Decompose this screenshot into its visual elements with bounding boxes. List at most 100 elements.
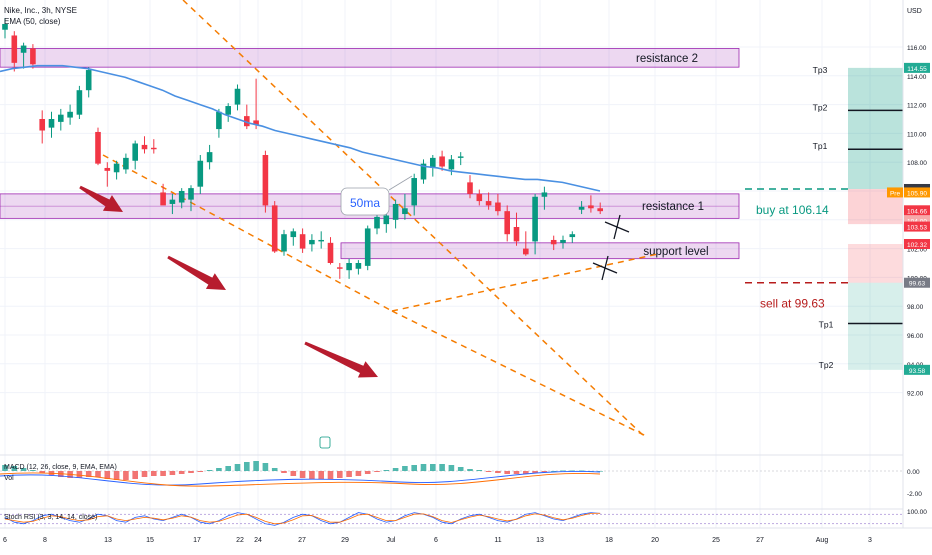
candle-body — [67, 111, 73, 118]
macd-histogram-bar — [85, 471, 92, 477]
macd-histogram-bar — [20, 468, 27, 471]
candle-body — [206, 152, 213, 163]
candle-body — [392, 203, 399, 220]
price-badge — [904, 277, 930, 288]
y-tick-label: 116.00 — [907, 45, 927, 52]
macd-histogram-bar — [411, 465, 417, 471]
x-tick-label: 13 — [536, 537, 544, 544]
macd-histogram-bar — [532, 471, 538, 473]
macd-histogram-bar — [392, 468, 399, 471]
indicator-panes: 0.00 -2.00 100.00 — [0, 436, 927, 526]
macd-histogram-bar — [225, 466, 231, 471]
candle-body — [20, 45, 27, 53]
candle-body — [132, 143, 138, 161]
macd-histogram-bar — [299, 471, 306, 478]
macd-histogram-bar — [485, 471, 492, 472]
price-badge — [904, 364, 930, 375]
price-badge — [904, 187, 930, 198]
price-badge — [887, 187, 903, 198]
x-tick-label: 27 — [298, 537, 306, 544]
resistance-1-label: resistance 1 — [642, 201, 704, 213]
candle-body — [113, 163, 120, 173]
macd-histogram-bar — [95, 471, 101, 477]
y-tick-label: 112.00 — [907, 103, 927, 110]
x-tick-label: 29 — [341, 537, 349, 544]
y-tick-label: 98.00 — [907, 304, 924, 311]
y-tick-label: 108.00 — [907, 160, 927, 167]
macd-histogram-bar — [430, 464, 436, 471]
short-target-zone — [848, 282, 903, 370]
resistance-2-label: resistance 2 — [636, 53, 698, 65]
candle-body — [253, 120, 259, 125]
candle-body — [420, 163, 427, 180]
y-tick-label: 102.00 — [907, 247, 927, 254]
x-tick-label: Aug — [816, 537, 829, 544]
candle-body — [550, 239, 557, 245]
candle-body — [178, 191, 185, 203]
ema-50-line — [0, 64, 601, 192]
volume-legend-label: Vol — [4, 475, 14, 482]
candle-body — [234, 88, 241, 105]
price-badge-label: 104.66 — [907, 208, 927, 215]
x-tick-label: 18 — [605, 537, 613, 544]
x-tick-label: 3 — [868, 537, 872, 544]
grid-lines — [0, 0, 903, 528]
x-tick-label: 6 — [434, 537, 438, 544]
candle-body — [151, 147, 157, 150]
macd-histogram-bar — [290, 471, 297, 476]
candle-body — [39, 119, 45, 131]
macd-histogram-bar — [495, 471, 501, 473]
breakout-cross-mark — [613, 214, 621, 240]
macd-legend-label: MACD (12, 26, close, 9, EMA, EMA) — [4, 464, 117, 471]
trade-setup: buy at 106.14 sell at 99.63 Tp3 Tp2 Tp1 Tp1 Tp… — [745, 65, 903, 370]
macd-histogram-bar — [253, 461, 259, 471]
macd-histogram-bar — [244, 462, 250, 471]
macd-histogram-bar — [113, 471, 120, 480]
breakdown-cross-mark — [601, 255, 609, 281]
candle-body — [337, 267, 343, 269]
candle-body — [523, 248, 529, 255]
candle-body — [169, 199, 176, 204]
candle-body — [262, 155, 269, 206]
x-tick-label: 11 — [494, 537, 501, 544]
macd-histogram-bar — [457, 467, 464, 471]
long-target-label: Tp1 — [813, 141, 828, 151]
price-badge — [904, 205, 930, 216]
macd-histogram-bar — [132, 471, 138, 479]
macd-histogram-bar — [346, 471, 352, 477]
sell-level-label: sell at 99.63 — [760, 297, 825, 311]
candle-body — [578, 206, 585, 210]
candle-body — [244, 116, 250, 127]
candle-body — [281, 234, 287, 252]
macd-histogram-bar — [550, 471, 557, 472]
candle-body — [104, 167, 111, 171]
macd-histogram-bar — [30, 470, 36, 471]
macd-histogram-bar — [337, 471, 343, 478]
triangle-support-line — [391, 253, 659, 312]
price-badge — [904, 238, 930, 249]
macd-histogram-bar — [2, 465, 8, 471]
trend-channel — [102, 0, 659, 438]
short-target-label: Tp1 — [819, 319, 834, 329]
macd-histogram-bar — [197, 471, 204, 472]
x-tick-label: 22 — [236, 537, 244, 544]
macd-histogram-bar — [383, 470, 390, 471]
macd-histogram-bar — [216, 468, 222, 471]
candle-body — [467, 182, 473, 194]
macd-histogram-bar — [402, 466, 408, 471]
price-badge-label: 99.63 — [909, 281, 926, 288]
macd-tick-label: 0.00 — [907, 469, 920, 476]
candle-body — [188, 188, 194, 200]
resistance-2-zone — [0, 48, 740, 68]
macd-histogram-bar — [523, 471, 529, 474]
y-tick-label: 96.00 — [907, 333, 924, 340]
candle-body — [588, 205, 594, 209]
ema-line: 50ma — [0, 64, 630, 281]
symbol-label: Nike, Inc., 3h, NYSE — [4, 6, 77, 15]
macd-histogram-bar — [271, 468, 278, 471]
macd-tick-label: -2.00 — [907, 491, 922, 498]
macd-histogram-bar — [234, 464, 241, 471]
